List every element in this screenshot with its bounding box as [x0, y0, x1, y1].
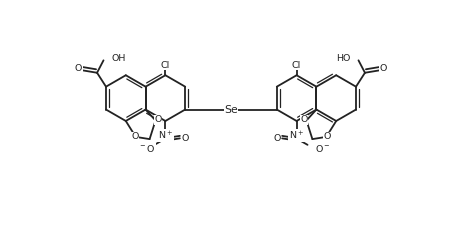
- Text: O$^-$: O$^-$: [316, 143, 331, 154]
- Text: O: O: [131, 132, 139, 141]
- Text: O: O: [154, 116, 162, 124]
- Text: HO: HO: [336, 54, 351, 63]
- Text: O: O: [181, 134, 188, 143]
- Text: N$^+$: N$^+$: [158, 130, 173, 142]
- Text: Se: Se: [224, 105, 238, 115]
- Text: Cl: Cl: [292, 61, 301, 70]
- Text: O: O: [380, 64, 387, 73]
- Text: $^-$O: $^-$O: [138, 143, 155, 154]
- Text: OH: OH: [111, 54, 126, 63]
- Text: Cl: Cl: [161, 61, 170, 70]
- Text: O: O: [323, 132, 331, 141]
- Text: O: O: [274, 134, 281, 143]
- Text: O: O: [75, 64, 82, 73]
- Text: N$^+$: N$^+$: [289, 130, 304, 142]
- Text: O: O: [300, 116, 308, 124]
